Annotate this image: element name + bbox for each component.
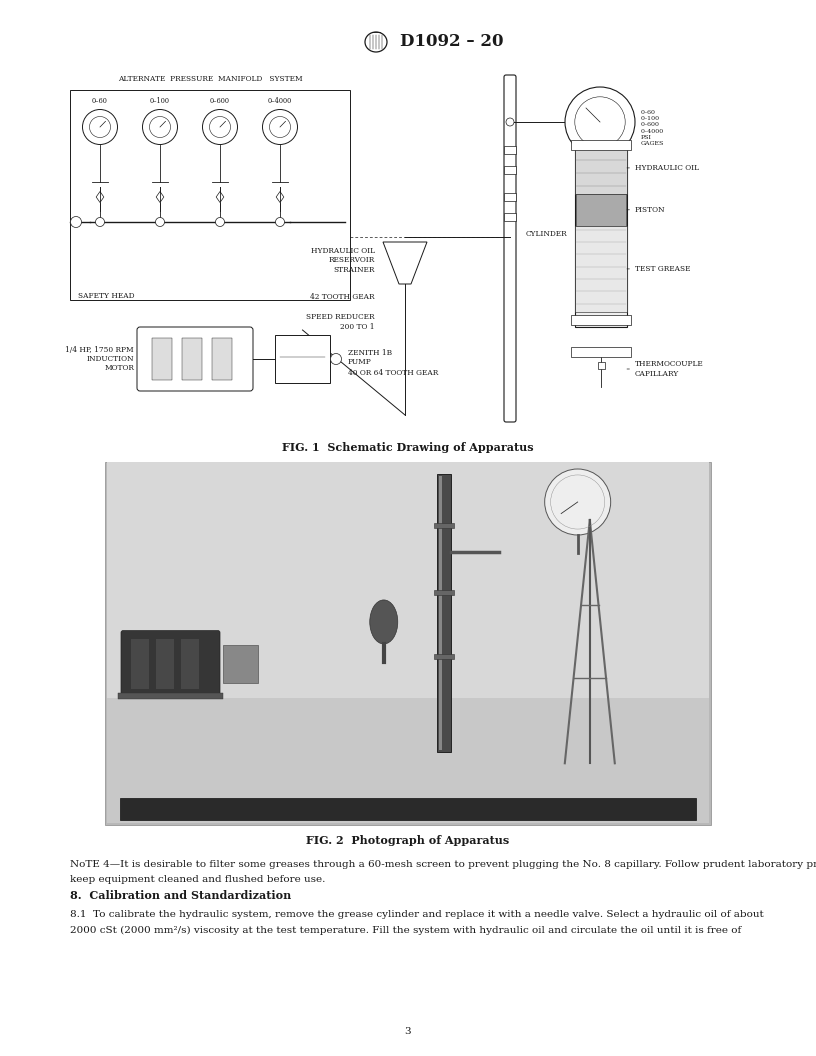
Bar: [504, 193, 516, 201]
Text: 40 OR 64 TOOTH GEAR: 40 OR 64 TOOTH GEAR: [348, 369, 438, 377]
Bar: [439, 476, 441, 751]
FancyBboxPatch shape: [137, 327, 253, 391]
Polygon shape: [383, 242, 427, 284]
Circle shape: [82, 110, 118, 145]
Text: PISTON: PISTON: [627, 206, 666, 213]
Bar: [181, 639, 199, 689]
Text: HYDRAULIC OIL: HYDRAULIC OIL: [627, 164, 699, 172]
Bar: [575, 226, 627, 312]
Text: ALTERNATE  PRESSURE  MANIFOLD   SYSTEM: ALTERNATE PRESSURE MANIFOLD SYSTEM: [118, 75, 302, 83]
Text: ZENITH 1B
PUMP: ZENITH 1B PUMP: [348, 348, 392, 366]
Circle shape: [545, 469, 610, 535]
Text: CYLINDER: CYLINDER: [526, 230, 567, 239]
Text: 8.1  To calibrate the hydraulic system, remove the grease cylinder and replace i: 8.1 To calibrate the hydraulic system, r…: [70, 910, 764, 919]
Bar: [118, 693, 223, 699]
Circle shape: [565, 87, 635, 157]
Text: STRAINER: STRAINER: [334, 266, 375, 274]
Circle shape: [263, 110, 298, 145]
Bar: [434, 654, 455, 659]
Text: SPEED REDUCER
200 TO 1: SPEED REDUCER 200 TO 1: [307, 314, 375, 331]
Circle shape: [215, 218, 224, 226]
Text: 42 TOOTH GEAR: 42 TOOTH GEAR: [311, 293, 375, 301]
Text: 0–600: 0–600: [210, 97, 230, 106]
Circle shape: [143, 110, 178, 145]
Bar: [571, 347, 631, 357]
Circle shape: [506, 118, 514, 126]
Bar: [212, 338, 232, 380]
Text: 1/4 HP, 1750 RPM
INDUCTION
MOTOR: 1/4 HP, 1750 RPM INDUCTION MOTOR: [65, 345, 134, 372]
Bar: [105, 463, 711, 825]
Ellipse shape: [370, 600, 397, 644]
Text: 2000 cSt (2000 mm²/s) viscosity at the test temperature. Fill the system with hy: 2000 cSt (2000 mm²/s) viscosity at the t…: [70, 925, 741, 935]
Text: D1092 – 20: D1092 – 20: [400, 34, 503, 51]
Bar: [571, 315, 631, 325]
Circle shape: [202, 110, 237, 145]
Bar: [576, 194, 626, 226]
Circle shape: [95, 218, 104, 226]
Bar: [504, 166, 516, 174]
Text: NᴏTE 4—It is desirable to filter some greases through a 60-mesh screen to preven: NᴏTE 4—It is desirable to filter some gr…: [70, 860, 816, 869]
FancyBboxPatch shape: [121, 630, 220, 697]
Text: THERMOCOUPLE
CAPILLARY: THERMOCOUPLE CAPILLARY: [627, 360, 703, 378]
Circle shape: [70, 216, 82, 227]
Bar: [434, 523, 455, 528]
Text: 8.  Calibration and Standardization: 8. Calibration and Standardization: [70, 890, 291, 901]
Text: 0–60
0–100
0–600
0–4000
PSI
GAGES: 0–60 0–100 0–600 0–4000 PSI GAGES: [641, 110, 664, 146]
Text: FIG. 1  Schematic Drawing of Apparatus: FIG. 1 Schematic Drawing of Apparatus: [282, 442, 534, 453]
Text: 0–4000: 0–4000: [268, 97, 292, 106]
Bar: [571, 140, 631, 150]
Text: keep equipment cleaned and flushed before use.: keep equipment cleaned and flushed befor…: [70, 875, 326, 885]
Bar: [504, 146, 516, 154]
Bar: [107, 464, 709, 823]
Bar: [223, 644, 258, 682]
Bar: [575, 142, 627, 194]
Circle shape: [330, 354, 342, 364]
Text: 3: 3: [405, 1027, 411, 1037]
Bar: [275, 335, 330, 383]
Bar: [120, 798, 696, 821]
Text: SAFETY HEAD: SAFETY HEAD: [78, 293, 135, 300]
Circle shape: [276, 218, 285, 226]
Bar: [597, 362, 605, 369]
Circle shape: [156, 218, 165, 226]
Bar: [152, 338, 172, 380]
Bar: [131, 639, 149, 689]
Text: 0–100: 0–100: [150, 97, 170, 106]
Text: HYDRAULIC OIL
RESERVOIR: HYDRAULIC OIL RESERVOIR: [311, 247, 375, 264]
Text: 0–60: 0–60: [92, 97, 108, 106]
Bar: [504, 213, 516, 221]
Bar: [107, 461, 709, 698]
Text: TEST GREASE: TEST GREASE: [627, 265, 690, 272]
Bar: [434, 590, 455, 595]
Bar: [437, 474, 451, 752]
Bar: [182, 338, 202, 380]
Bar: [70, 90, 350, 300]
Bar: [156, 639, 174, 689]
Bar: [575, 142, 627, 327]
Text: FIG. 2  Photograph of Apparatus: FIG. 2 Photograph of Apparatus: [306, 835, 510, 846]
